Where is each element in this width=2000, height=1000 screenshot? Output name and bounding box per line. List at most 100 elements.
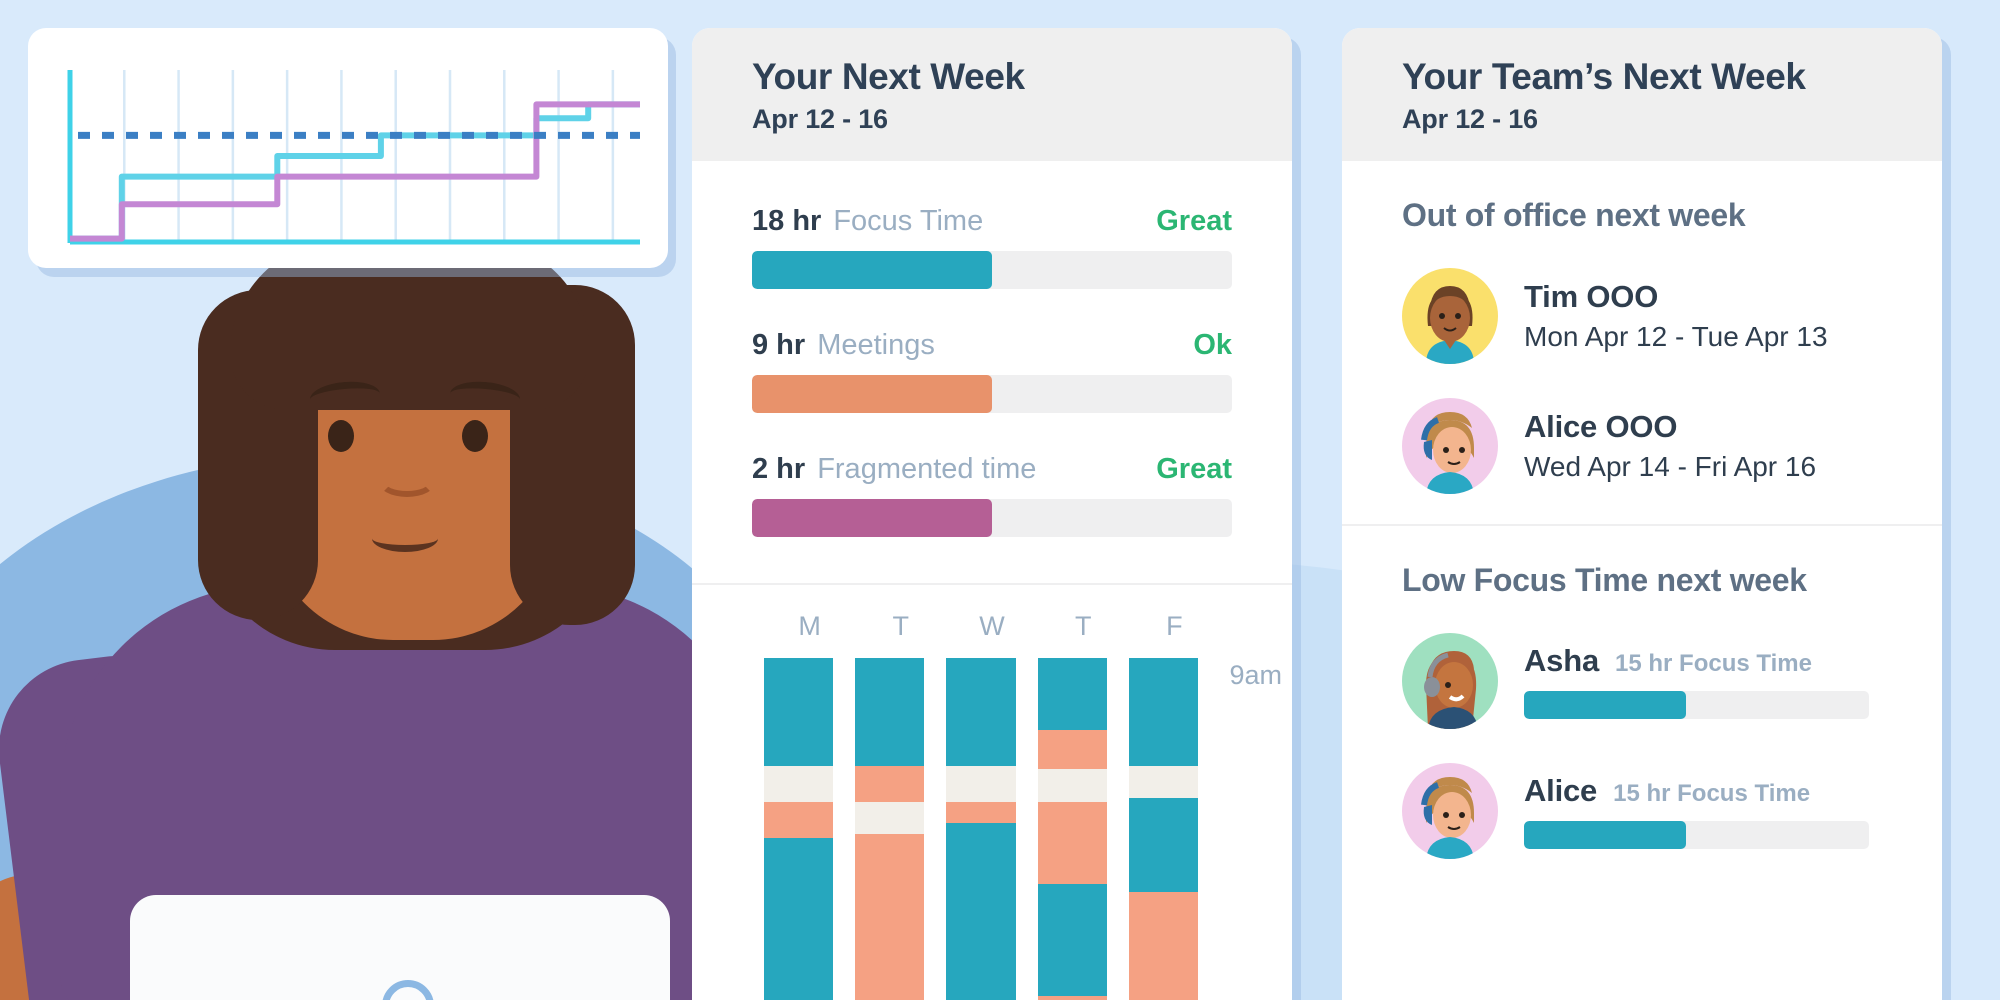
person-dates: Wed Apr 14 - Fri Apr 16 (1524, 450, 1817, 482)
calendar-segment-free[interactable] (855, 801, 925, 834)
low-focus-list: Asha 15 hr Focus Time Alice 15 hr Focus Tim… (1402, 632, 1882, 859)
calendar-segment-meeting[interactable] (1037, 801, 1107, 885)
focus-hours: 15 hr Focus Time (1613, 779, 1811, 807)
calendar-column-W-2[interactable] (946, 657, 1016, 1000)
metric-progress-fill (752, 250, 992, 289)
calendar-day-label-1: T (892, 610, 910, 641)
person-left-eye (328, 420, 354, 452)
calendar-segment-focus[interactable] (1128, 657, 1199, 766)
calendar-segment-focus[interactable] (764, 837, 834, 1000)
person-illustration (0, 230, 899, 1000)
list-item[interactable]: Alice 15 hr Focus Time (1402, 762, 1882, 859)
calendar-segment-focus[interactable] (855, 657, 925, 766)
calendar-segment-meeting[interactable] (1037, 995, 1107, 1000)
metric-header: 2 hr Fragmented time Great (752, 453, 1232, 486)
calendar-day-label-4: F (1166, 610, 1183, 641)
calendar-segment-free[interactable] (1037, 769, 1107, 802)
metric-progress-track (752, 498, 1232, 537)
person-fringe (230, 240, 590, 410)
chart-series-b (70, 101, 640, 242)
calendar-segment-meeting[interactable] (855, 765, 925, 802)
status-badge: Ok (1193, 328, 1232, 361)
calendar-segment-meeting[interactable] (764, 801, 834, 838)
avatar-tim-icon (1426, 285, 1474, 364)
calendar-end-time: 6pm (1229, 996, 1282, 1000)
calendar-segment-focus[interactable] (1128, 797, 1199, 892)
person-info: Asha 15 hr Focus Time (1524, 643, 1869, 719)
metric-label: Meetings (817, 328, 935, 361)
person-mouth (372, 525, 438, 552)
calendar-segment-meeting[interactable] (1037, 729, 1107, 770)
metric-header: 9 hr Meetings Ok (752, 329, 1232, 362)
avatar-asha-icon (1424, 650, 1478, 729)
focus-progress-track (1524, 820, 1869, 849)
list-item[interactable]: Asha 15 hr Focus Time (1402, 632, 1882, 729)
focus-trend-chart-card (28, 28, 668, 268)
calendar-column-T-1[interactable] (855, 657, 925, 1000)
focus-progress-fill (1524, 820, 1687, 849)
avatar (1402, 397, 1498, 494)
calendar-segment-meeting[interactable] (1128, 891, 1199, 1000)
calendar-columns: 9am 6pm (692, 657, 1292, 1000)
low-focus-section: Low Focus Time next week Asha 15 hr Focus… (1342, 526, 1942, 889)
team-page-title: Your Team’s Next Week (1402, 56, 1806, 97)
status-badge: Great (1156, 204, 1232, 237)
list-item[interactable]: Tim OOO Mon Apr 12 - Tue Apr 13 (1402, 267, 1882, 364)
calendar-segment-meeting[interactable] (855, 833, 925, 1000)
your-next-week-header: Your Next Week Apr 12 - 16 (692, 28, 1292, 161)
metrics-list: 18 hr Focus Time Great 9 hr Meetings Ok 2 hr Fr… (692, 161, 1292, 583)
focus-progress-track (1524, 690, 1869, 719)
list-item[interactable]: Alice OOO Wed Apr 14 - Fri Apr 16 (1402, 397, 1882, 494)
calendar-segment-focus[interactable] (946, 657, 1016, 766)
calendar-day-label-3: T (1074, 610, 1092, 641)
your-team-next-week-header: Your Team’s Next Week Apr 12 - 16 (1342, 28, 1942, 161)
chart-gridlines (123, 70, 615, 242)
person-info: Alice 15 hr Focus Time (1524, 773, 1869, 849)
chart-series-a (70, 101, 640, 242)
calendar-segment-focus[interactable] (946, 823, 1016, 1000)
metric-progress-fill (752, 374, 992, 413)
calendar-segment-focus[interactable] (1037, 657, 1107, 730)
focus-trend-chart-svg (67, 70, 640, 245)
metric-value: 18 hr (752, 204, 822, 237)
metric-meetings: 9 hr Meetings Ok (752, 329, 1232, 413)
person-focus-header: Asha 15 hr Focus Time (1524, 643, 1869, 679)
metric-value: 2 hr (752, 452, 806, 485)
calendar-column-T-3[interactable] (1037, 657, 1107, 1000)
team-date-range: Apr 12 - 16 (1402, 103, 1538, 134)
weekly-calendar-chart: M T W T F 9am 6pm (692, 585, 1292, 1000)
focus-hours: 15 hr Focus Time (1615, 649, 1812, 677)
avatar (1402, 632, 1498, 729)
person-nose (378, 465, 436, 497)
person-name: Alice (1524, 772, 1598, 808)
calendar-segment-focus[interactable] (764, 657, 834, 766)
metric-value: 9 hr (752, 328, 806, 361)
section-divider (692, 582, 1292, 585)
calendar-segment-free[interactable] (764, 765, 834, 802)
calendar-column-M-0[interactable] (764, 657, 834, 1000)
calendar-segment-focus[interactable] (1037, 884, 1107, 996)
calendar-start-time: 9am (1229, 659, 1282, 690)
out-of-office-title: Out of office next week (1402, 196, 1746, 233)
person-info: Tim OOO Mon Apr 12 - Tue Apr 13 (1524, 279, 1828, 353)
page-title: Your Next Week (752, 56, 1025, 97)
metric-label: Fragmented time (817, 452, 1037, 485)
metric-label: Focus Time (833, 204, 984, 237)
calendar-segment-meeting[interactable] (946, 801, 1016, 824)
team-section-divider (1342, 523, 1942, 526)
calendar-segment-free[interactable] (1128, 765, 1199, 798)
metric-progress-fill (752, 498, 992, 537)
calendar-day-label-0: M (798, 610, 821, 641)
metric-fragmented-time: 2 hr Fragmented time Great (752, 453, 1232, 537)
your-next-week-card: Your Next Week Apr 12 - 16 18 hr Focus Ti… (692, 28, 1292, 1000)
calendar-segment-free[interactable] (946, 765, 1016, 802)
person-name: Alice OOO (1524, 408, 1678, 444)
person-info: Alice OOO Wed Apr 14 - Fri Apr 16 (1524, 409, 1816, 483)
metric-header: 18 hr Focus Time Great (752, 205, 1232, 238)
person-focus-header: Alice 15 hr Focus Time (1524, 773, 1869, 809)
person-right-eye (462, 420, 488, 452)
calendar-day-label-2: W (979, 610, 1005, 641)
person-name: Asha (1524, 642, 1600, 678)
calendar-column-F-4[interactable] (1128, 657, 1199, 1000)
